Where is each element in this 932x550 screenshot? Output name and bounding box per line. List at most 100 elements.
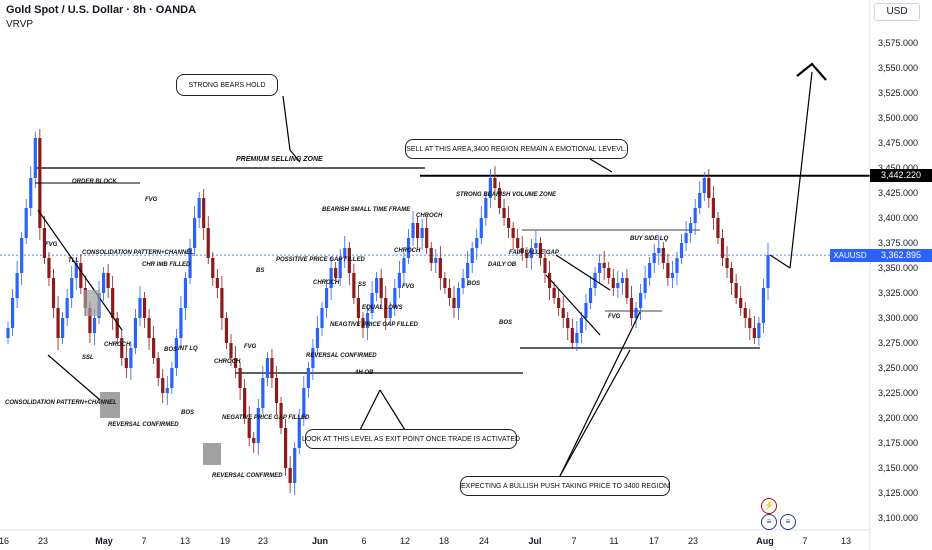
candle-body [607,268,611,278]
candle-body [133,318,138,348]
candle-body [170,368,174,388]
label-fvg-4: FVG [402,284,415,290]
price-tick-label: 3,150.000 [878,463,918,473]
candle-body [629,298,634,318]
candle-body [179,308,183,338]
label-tll: TLL [68,258,79,264]
callout-pointer [589,158,613,173]
candle-body [115,318,119,338]
price-tick-label: 3,525.000 [878,88,918,98]
currency-button[interactable]: USD [874,3,920,21]
candle-body [70,278,74,298]
candle-body [534,243,538,248]
candle-body [192,218,197,248]
label-bs: BS [256,268,265,274]
candle-body [438,258,442,278]
us-flag-icon[interactable]: ≡ [780,514,796,530]
candle-body [757,323,761,338]
candle-body [752,328,756,338]
candle-body [51,278,56,308]
callout-exit-point: LOOK AT THIS LEVEL AS EXIT POINT ONCE TR… [302,429,520,449]
candle-body [561,308,565,318]
lightning-icon[interactable]: ⚡ [761,498,777,514]
consolidation-zone [84,290,100,316]
candle-body [679,243,684,258]
candle-body [306,368,310,388]
candle-body [311,348,315,368]
callout-pointer [289,149,301,163]
candle-body [15,273,19,298]
us-flag-icon[interactable]: ≡ [761,514,777,530]
candle-body [265,358,270,378]
candle-body [238,368,242,388]
label-reversal-3: REVERSAL CONFIRMED [306,353,377,359]
candle-body [165,388,169,393]
candle-body [375,278,379,293]
callout-pointer [379,389,406,431]
candle-body [461,278,465,288]
projection-line [789,71,813,269]
candle-body [525,253,529,258]
price-tick-label: 3,125.000 [878,488,918,498]
candle-body [557,298,561,308]
time-tick-label: 18 [439,536,449,546]
candle-body [693,208,697,223]
candle-body [657,248,661,253]
label-bearish-small-tf: BEARISH SMALL TIME FRAME [322,207,411,213]
trendline [37,209,123,331]
symbol-tag: XAUUSD [830,249,870,262]
indicator-label[interactable]: VRVP [6,19,34,30]
callout-pointer [282,95,291,151]
time-tick-label: 23 [688,536,698,546]
candle-body [343,248,347,258]
label-strong-bearish-volume: STRONG BEARISH VOLUME ZONE [456,192,557,198]
candle-body [511,228,515,238]
candle-body [625,278,629,298]
label-fvg-5: FVG [608,314,621,320]
label-fvg-1: FVG [145,197,158,203]
symbol-title[interactable]: Gold Spot / U.S. Dollar · 8h · OANDA [6,4,197,16]
candle-body [233,358,238,368]
price-tick-label: 3,200.000 [878,413,918,423]
candle-body [652,253,656,263]
price-tick-label: 3,375.000 [878,238,918,248]
candle-body [379,278,383,298]
candle-body [347,248,351,273]
label-fvg-2: FVG [45,242,58,248]
time-tick-label: May [95,536,113,546]
time-tick-label: Aug [756,536,774,546]
candle-body [643,278,647,293]
time-tick-label: 7 [802,536,807,546]
candle-body [370,293,374,313]
candle-body [488,178,492,198]
candle-body [329,268,333,288]
candle-body [206,228,210,258]
candle-body [552,288,556,298]
candle-body [20,238,24,273]
candle-body [743,308,747,318]
candle-body [402,258,406,273]
candle-body [320,308,324,328]
callout-pointer [559,349,631,477]
candle-body [111,288,115,318]
time-tick-label: 19 [220,536,230,546]
candle-body [224,318,229,343]
level-price-tag: 3,442.220 [870,169,932,182]
label-equal-lows: EQUAL LOWS [362,305,403,311]
candle-body [220,288,224,318]
candle-body [47,258,51,278]
candle-body [361,318,365,328]
label-ss: SS [358,282,367,288]
callout-strong-bears: STRONG BEARS HOLD [176,74,278,96]
candle-body [384,298,388,318]
candle-body [566,318,570,328]
label-bos-2: BOS [181,410,195,416]
label-premium-zone: PREMIUM SELLING ZONE [236,156,323,163]
candle-body [538,243,543,258]
candle-body [29,178,33,208]
candle-body [147,318,151,338]
candle-body [65,298,69,318]
candle-body [256,408,260,443]
label-int-lq: INT LQ [178,346,198,352]
